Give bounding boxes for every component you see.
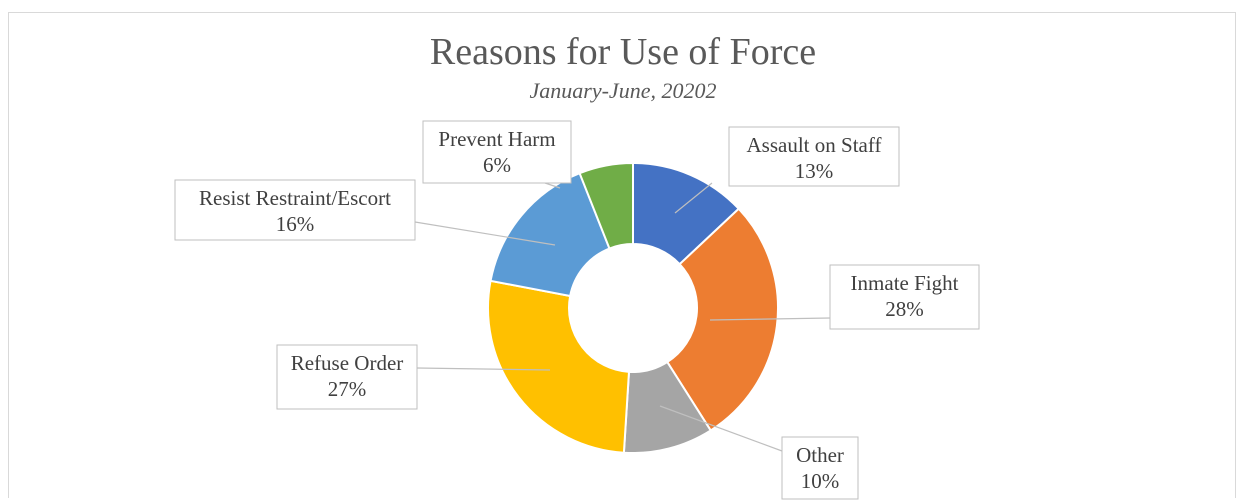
slice-refuse-order	[487, 279, 631, 454]
slice-prevent-harm	[578, 161, 634, 250]
chart-title: Reasons for Use of Force	[429, 31, 817, 73]
label-box	[829, 264, 980, 330]
chart-frame	[8, 12, 1236, 498]
chart-subtitle: January-June, 20202	[529, 78, 717, 103]
label-percent: 28%	[885, 297, 924, 321]
label-name: Prevent Harm	[438, 127, 555, 151]
leader-lines	[414, 182, 831, 452]
label-name: Other	[796, 443, 844, 467]
label-percent: 6%	[483, 153, 511, 177]
slice-resist-restraint-escort	[489, 171, 611, 298]
label-percent: 13%	[795, 159, 834, 183]
label-box	[728, 126, 900, 187]
label-name: Assault on Staff	[747, 133, 882, 157]
label-name: Resist Restraint/Escort	[199, 186, 391, 210]
label-name: Inmate Fight	[851, 271, 959, 295]
label-percent: 10%	[801, 469, 840, 493]
label-box	[781, 436, 859, 500]
leader-line-inmate-fight	[709, 317, 831, 321]
leader-line-resist-restraint-escort	[414, 221, 556, 246]
leader-line-assault-on-staff	[674, 182, 713, 214]
leader-line-other	[659, 405, 783, 452]
leader-line-refuse-order	[416, 367, 551, 371]
label-percent: 16%	[276, 212, 315, 236]
slices	[487, 161, 779, 454]
label-box	[422, 120, 572, 184]
label-box	[276, 344, 418, 410]
label-name: Refuse Order	[291, 351, 404, 375]
label-box	[174, 179, 416, 241]
leader-line-prevent-harm	[544, 182, 561, 189]
label-percent: 27%	[328, 377, 367, 401]
